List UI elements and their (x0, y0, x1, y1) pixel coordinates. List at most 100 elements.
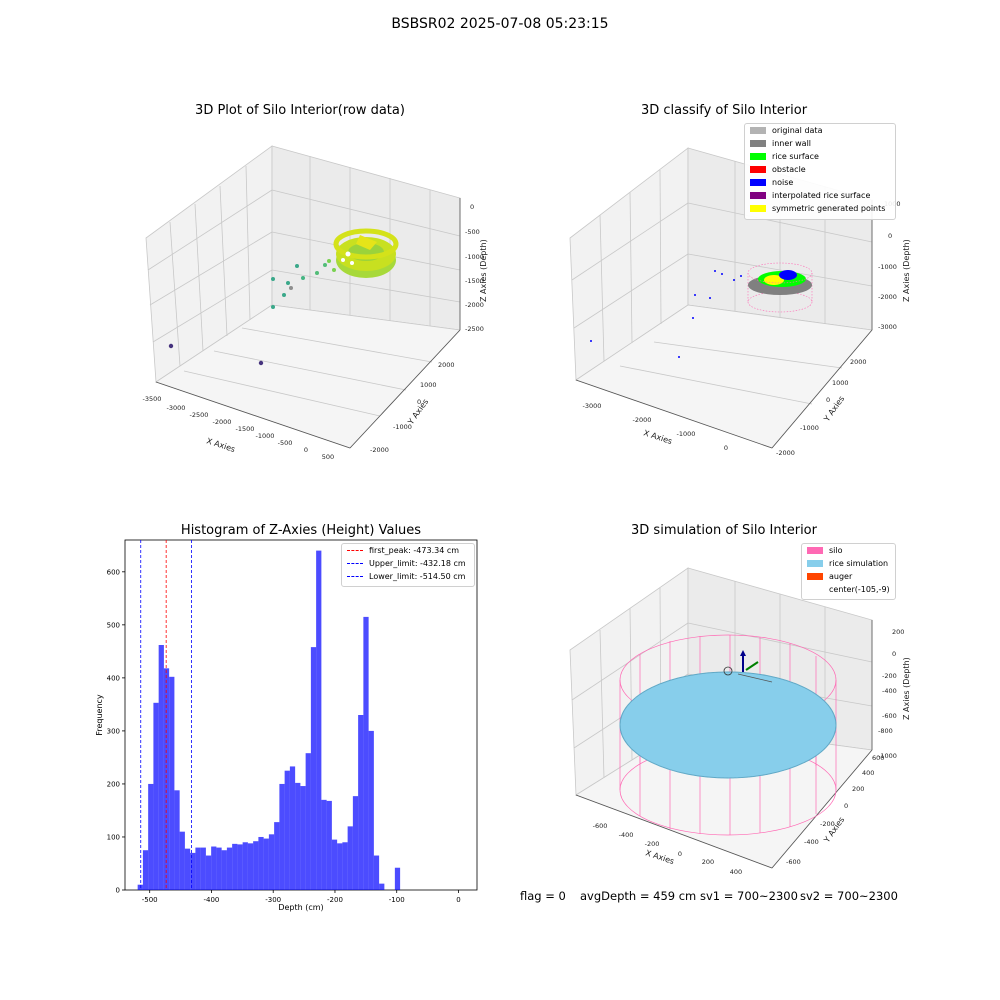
classify-legend-swatch (750, 140, 766, 147)
classify-legend-label: obstacle (772, 165, 806, 174)
raw-ytick-3: 1000 (420, 381, 437, 389)
simulation-legend-swatch (807, 586, 823, 593)
histogram-legend-item: Upper_limit: -432.18 cm (342, 557, 474, 570)
histogram-bar (394, 867, 401, 890)
raw-3d-ring-cluster (333, 228, 399, 278)
histogram-bar (184, 848, 191, 890)
raw-3d-xticks: -3500 -3000 -2500 -2000 -1500 -1000 -500… (143, 395, 335, 460)
raw-ytick-2: 0 (417, 398, 421, 406)
histogram-bar (379, 883, 385, 890)
sim-xtick-5: 400 (730, 868, 742, 876)
histogram-xtick-label: -500 (142, 896, 158, 904)
raw-3d-zticks: -2500 -2000 -1500 -1000 -500 0 (465, 203, 484, 333)
raw-xtick-0: -3500 (143, 395, 162, 403)
classify-legend-label: interpolated rice surface (772, 191, 871, 200)
histogram-ytick-label: 0 (116, 887, 120, 895)
histogram-bar (247, 843, 254, 890)
classify-legend-item: interpolated rice surface (745, 189, 895, 202)
histogram-chart: -500 -400 -300 -200 -100 0 0 100 200 300 400 500 60… (95, 539, 478, 912)
histogram-xticks: -500 -400 -300 -200 -100 0 (142, 890, 461, 904)
histogram-bar (274, 822, 280, 890)
histogram-bar (268, 834, 275, 890)
raw-ytick-1: -1000 (393, 423, 412, 431)
sim-ytick-3: 0 (844, 802, 848, 810)
raw-3d-plot: -3500 -3000 -2500 -2000 -1500 -1000 -500… (143, 145, 488, 460)
classify-legend-swatch (750, 127, 766, 134)
sim-ytick-0: -600 (786, 858, 801, 866)
classify-ztick-2: -1000 (878, 263, 897, 271)
sim-ztick-0: -1000 (878, 752, 897, 760)
classify-plot-title: 3D classify of Silo Interior (640, 103, 808, 118)
histogram-legend-label: Upper_limit: -432.18 cm (369, 559, 466, 568)
simulation-legend-item: center(-105,-9) (802, 583, 895, 596)
simulation-legend: silo rice simulation auger center(-105,-9) (801, 543, 896, 600)
histogram-bar (205, 855, 212, 890)
classify-ztick-1: -2000 (878, 293, 897, 301)
classify-ytick-1: -1000 (800, 424, 819, 432)
histogram-legend-swatch (347, 576, 363, 577)
classify-3d-axes-box (569, 147, 873, 449)
histogram-bar (331, 839, 338, 890)
histogram-bar (258, 836, 264, 890)
status-avg-depth: avgDepth = 459 cm (580, 889, 697, 903)
histogram-ytick-label: 500 (107, 621, 120, 629)
raw-xtick-6: -500 (278, 439, 293, 447)
histogram-bar (289, 766, 296, 890)
histogram-bar (195, 847, 201, 890)
histogram-xlabel: Depth (cm) (278, 903, 323, 912)
histogram-bar (342, 842, 348, 890)
simulation-legend-label: rice simulation (829, 559, 889, 568)
raw-xtick-2: -2500 (190, 411, 209, 419)
status-sv2: sv2 = 700~2300 (800, 889, 898, 903)
raw-xtick-1: -3000 (167, 404, 186, 412)
classify-legend-swatch (750, 153, 766, 160)
sim-xtick-4: 200 (702, 858, 714, 866)
raw-3d-yticks: -2000 -1000 0 1000 2000 (370, 361, 455, 454)
histogram-bar (226, 847, 233, 890)
raw-ztick-4: -500 (465, 228, 480, 236)
histogram-bar (221, 850, 227, 890)
classify-legend-item: inner wall (745, 137, 895, 150)
histogram-bar (337, 843, 343, 890)
simulation-rice-surface (619, 671, 837, 779)
histogram-bar (148, 783, 154, 890)
sim-ztick-3: -400 (882, 687, 897, 695)
raw-ztick-3: -1000 (465, 253, 484, 261)
histogram-xtick-label: -200 (327, 896, 343, 904)
histogram-bar (174, 790, 180, 890)
raw-3d-axes-box (145, 145, 461, 449)
sim-ytick-4: 200 (852, 785, 864, 793)
histogram-xtick-label: -100 (389, 896, 405, 904)
classify-legend-item: noise (745, 176, 895, 189)
sim-xtick-1: -400 (619, 831, 634, 839)
histogram-legend-swatch (347, 550, 363, 551)
classify-legend-label: noise (772, 178, 794, 187)
histogram-bar (179, 831, 185, 890)
histogram-bar (363, 616, 369, 890)
simulation-zticks: -1000 -800 -600 -400 -200 0 200 (878, 628, 904, 760)
histogram-bar (373, 855, 380, 890)
sim-ztick-2: -600 (882, 712, 897, 720)
classify-legend-label: inner wall (772, 139, 812, 148)
sim-xtick-0: -600 (593, 822, 608, 830)
histogram-bar (153, 702, 159, 890)
simulation-plot-title: 3D simulation of Silo Interior (631, 523, 817, 538)
simulation-legend-label: auger (829, 572, 853, 581)
histogram-ytick-label: 200 (107, 780, 120, 788)
figure-title: BSBSR02 2025-07-08 05:23:15 (391, 16, 609, 32)
histogram-bar (163, 668, 170, 890)
simulation-legend-label: silo (829, 546, 843, 555)
classify-silo-cylinder (747, 262, 813, 313)
classify-ytick-4: 2000 (850, 358, 867, 366)
classify-ztick-0: -3000 (878, 323, 897, 331)
histogram-bar (137, 884, 143, 890)
histogram-ylabel: Frequency (95, 694, 104, 736)
histogram-bar (158, 645, 164, 890)
simulation-yticks: -600 -400 -200 0 200 400 600 (786, 754, 884, 866)
histogram-bar (316, 550, 322, 890)
classify-xtick-0: -3000 (583, 402, 602, 410)
histogram-bar (216, 847, 222, 890)
status-sv1: sv1 = 700~2300 (700, 889, 798, 903)
classify-legend-label: original data (772, 126, 823, 135)
sim-xtick-2: -200 (645, 840, 660, 848)
